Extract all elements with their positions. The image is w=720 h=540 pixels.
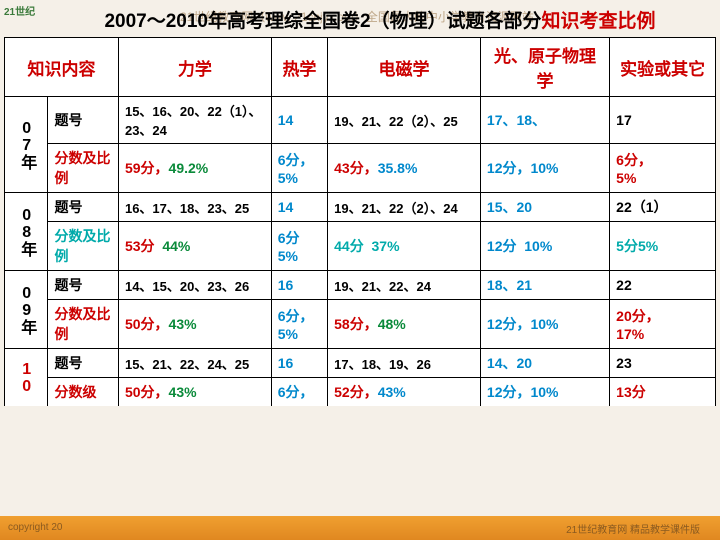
row-label: 分数及比例 [48, 144, 119, 193]
row-label: 题号 [48, 97, 119, 144]
row-label: 分数及比例 [48, 222, 119, 271]
cell: 5分5% [610, 222, 716, 271]
header-row: 知识内容 力学 热学 电磁学 光、原子物理学 实验或其它 [5, 38, 716, 97]
cell: 6分5% [271, 222, 327, 271]
table-row: 08年 题号 16、17、18、23、25 14 19、21、22（2）、24 … [5, 193, 716, 222]
year-07: 07年 [5, 97, 48, 193]
cell: 22（1） [610, 193, 716, 222]
cell: 16、17、18、23、25 [118, 193, 271, 222]
row-label: 题号 [48, 193, 119, 222]
hdr-knowledge: 知识内容 [5, 38, 119, 97]
cell: 43分，35.8% [328, 144, 481, 193]
cell: 18、21 [480, 271, 609, 300]
cell: 58分，48% [328, 300, 481, 349]
cell: 6分，5% [271, 144, 327, 193]
page-title: 2007～2010年高考理综全国卷2（物理）试题各部分知识考查比例 [0, 0, 720, 37]
row-label: 题号 [48, 271, 119, 300]
cell: 50分，43% [118, 300, 271, 349]
cell: 23 [610, 349, 716, 378]
table-row: 09年 题号 14、15、20、23、26 16 19、21、22、24 18、… [5, 271, 716, 300]
cell: 14、15、20、23、26 [118, 271, 271, 300]
cell: 19、21、22（2）、25 [328, 97, 481, 144]
year-08: 08年 [5, 193, 48, 271]
title-red: 知识考查比例 [542, 11, 656, 32]
cell: 50分，43% [118, 378, 271, 407]
cell: 14、20 [480, 349, 609, 378]
title-black: 2007～2010年高考理综全国卷2（物理）试题各部分 [104, 11, 541, 32]
cell: 12分，10% [480, 300, 609, 349]
cell: 15、20 [480, 193, 609, 222]
cell: 6分，5% [610, 144, 716, 193]
cell: 13分 [610, 378, 716, 407]
table-row: 分数及比例 53分 44% 6分5% 44分 37% 12分 10% 5分5% [5, 222, 716, 271]
cell: 12分 10% [480, 222, 609, 271]
table-row: 10 题号 15、21、22、24、25 16 17、18、19、26 14、2… [5, 349, 716, 378]
hdr-em: 电磁学 [328, 38, 481, 97]
cell: 6分， [271, 378, 327, 407]
cell: 19、21、22（2）、24 [328, 193, 481, 222]
cell: 19、21、22、24 [328, 271, 481, 300]
cell: 14 [271, 193, 327, 222]
hdr-exp: 实验或其它 [610, 38, 716, 97]
cell: 17、18、19、26 [328, 349, 481, 378]
table-row: 07年 题号 15、16、20、22（1）、23、24 14 19、21、22（… [5, 97, 716, 144]
row-label: 分数及比例 [48, 300, 119, 349]
data-table: 知识内容 力学 热学 电磁学 光、原子物理学 实验或其它 07年 题号 15、1… [4, 37, 716, 406]
year-10: 10 [5, 349, 48, 407]
cell: 14 [271, 97, 327, 144]
cell: 52分，43% [328, 378, 481, 407]
cell: 17 [610, 97, 716, 144]
cell: 15、21、22、24、25 [118, 349, 271, 378]
row-label: 分数级 [48, 378, 119, 407]
table-row: 分数级 50分，43% 6分， 52分，43% 12分，10% 13分 [5, 378, 716, 407]
cell: 20分，17% [610, 300, 716, 349]
year-09: 09年 [5, 271, 48, 349]
row-label: 题号 [48, 349, 119, 378]
cell: 17、18、 [480, 97, 609, 144]
cell: 15、16、20、22（1）、23、24 [118, 97, 271, 144]
footer-right: 21世纪教育网 精品教学课件版 [566, 521, 700, 536]
footer-left: copyright 20 [8, 522, 62, 533]
hdr-mechanics: 力学 [118, 38, 271, 97]
hdr-optics: 光、原子物理学 [480, 38, 609, 97]
hdr-thermal: 热学 [271, 38, 327, 97]
cell: 44分 37% [328, 222, 481, 271]
cell: 59分，49.2% [118, 144, 271, 193]
cell: 53分 44% [118, 222, 271, 271]
cell: 12分，10% [480, 144, 609, 193]
cell: 16 [271, 271, 327, 300]
cell: 22 [610, 271, 716, 300]
table-row: 分数及比例 50分，43% 6分，5% 58分，48% 12分，10% 20分，… [5, 300, 716, 349]
cell: 12分，10% [480, 378, 609, 407]
table-row: 分数及比例 59分，49.2% 6分，5% 43分，35.8% 12分，10% … [5, 144, 716, 193]
cell: 6分，5% [271, 300, 327, 349]
cell: 16 [271, 349, 327, 378]
